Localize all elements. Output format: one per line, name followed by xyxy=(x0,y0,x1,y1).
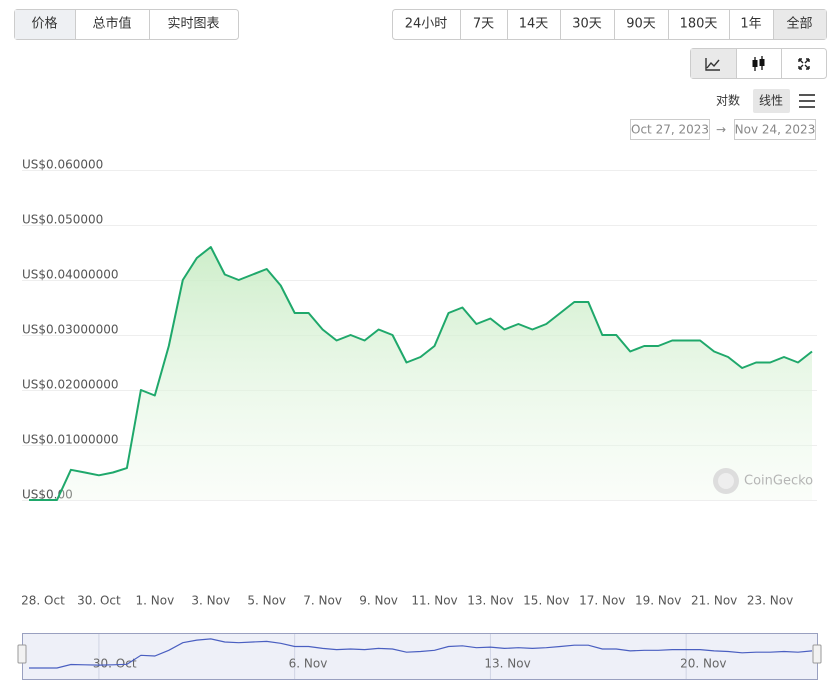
range-button[interactable]: 90天 xyxy=(626,17,656,32)
date-separator: → xyxy=(716,123,726,137)
watermark: CoinGecko xyxy=(744,474,813,489)
date-from[interactable]: Oct 27, 2023 xyxy=(631,123,709,137)
x-tick-label: 7. Nov xyxy=(303,594,342,608)
fullscreen-button[interactable] xyxy=(782,49,826,78)
candle-chart-button[interactable] xyxy=(737,49,781,78)
date-to[interactable]: Nov 24, 2023 xyxy=(735,123,816,137)
x-tick-label: 17. Nov xyxy=(579,594,625,608)
line-icon xyxy=(705,58,720,71)
x-tick-label: 13. Nov xyxy=(467,594,513,608)
range-button[interactable]: 1年 xyxy=(740,17,761,32)
x-tick-label: 28. Oct xyxy=(21,594,65,608)
menu-icon[interactable] xyxy=(799,94,815,108)
x-tick-label: 1. Nov xyxy=(135,594,174,608)
fullscreen-icon xyxy=(798,58,810,70)
navigator-label: 30. Oct xyxy=(93,657,137,671)
x-tick-label: 15. Nov xyxy=(523,594,569,608)
y-tick-label: US$0.01000000 xyxy=(22,433,119,447)
x-tick-label: 11. Nov xyxy=(411,594,457,608)
range-button[interactable]: 24小时 xyxy=(405,17,448,32)
navigator-label: 6. Nov xyxy=(289,657,328,671)
x-tick-label: 30. Oct xyxy=(77,594,121,608)
navigator-line xyxy=(29,638,813,669)
range-button[interactable]: 7天 xyxy=(473,17,494,32)
watermark-logo xyxy=(718,473,734,489)
y-tick-label: US$0.050000 xyxy=(22,213,103,227)
range-button[interactable]: 30天 xyxy=(572,17,602,32)
y-tick-label: US$0.03000000 xyxy=(22,323,119,337)
y-tick-label: US$0.04000000 xyxy=(22,268,119,282)
range-button[interactable]: 全部 xyxy=(786,16,812,32)
line-chart-button[interactable] xyxy=(691,49,736,78)
navigator-label: 20. Nov xyxy=(680,657,726,671)
navigator-handle[interactable] xyxy=(812,644,822,664)
navigator-label: 13. Nov xyxy=(484,657,530,671)
range-button[interactable]: 180天 xyxy=(680,17,718,32)
x-tick-label: 3. Nov xyxy=(191,594,230,608)
candle-icon xyxy=(759,59,765,66)
x-tick-label: 19. Nov xyxy=(635,594,681,608)
range-button[interactable]: 14天 xyxy=(519,17,549,32)
range-selected-bg xyxy=(774,10,826,39)
linear-option-bg xyxy=(753,89,790,113)
x-tick-label: 5. Nov xyxy=(247,594,286,608)
tab[interactable]: 总市值 xyxy=(92,16,131,32)
date-from-box[interactable] xyxy=(630,119,710,140)
price-line xyxy=(29,246,813,501)
area xyxy=(29,247,812,500)
date-to-box[interactable] xyxy=(734,119,816,140)
tab-selected-bg xyxy=(15,10,75,39)
x-tick-label: 23. Nov xyxy=(747,594,793,608)
log-option[interactable]: 对数 xyxy=(716,93,740,108)
navigator-handle[interactable] xyxy=(17,644,27,664)
y-tick-label: US$0.060000 xyxy=(22,158,103,172)
y-tick-label: US$0.02000000 xyxy=(22,378,119,392)
tab[interactable]: 价格 xyxy=(31,16,57,32)
candle-icon xyxy=(752,60,758,67)
range-group xyxy=(392,9,827,40)
linear-option[interactable]: 线性 xyxy=(759,94,783,108)
x-tick-label: 9. Nov xyxy=(359,594,398,608)
x-tick-label: 21. Nov xyxy=(691,594,737,608)
tab[interactable]: 实时图表 xyxy=(167,17,219,32)
